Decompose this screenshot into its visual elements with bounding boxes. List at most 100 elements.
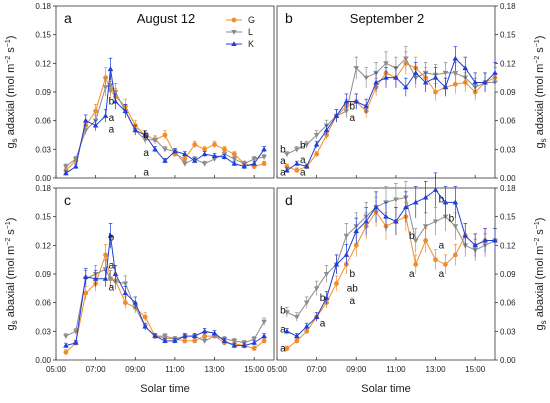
y-tick-label: 0.00 [500, 174, 516, 183]
panel-frame [276, 5, 496, 179]
significance-label: a [109, 124, 115, 135]
data-point [241, 342, 248, 348]
data-point [432, 187, 439, 192]
data-point [403, 204, 409, 210]
significance-label: a [349, 113, 355, 124]
data-point [323, 295, 330, 300]
data-point [102, 85, 109, 91]
legend-marker [231, 41, 237, 46]
data-point [231, 151, 237, 157]
significance-label: ab [347, 283, 359, 294]
data-point [294, 167, 300, 173]
x-axis-title-left: Solar time [140, 383, 190, 395]
significance-label: a [143, 167, 149, 178]
data-point [107, 232, 114, 238]
y-tick-label: 0.12 [500, 241, 516, 250]
data-point [251, 336, 257, 342]
data-point [82, 117, 89, 123]
data-point [73, 340, 79, 345]
data-point [432, 74, 439, 80]
significance-label: a [439, 240, 445, 251]
data-point [211, 153, 218, 159]
data-point [112, 271, 119, 276]
data-point [333, 113, 340, 118]
series-line-K [65, 68, 265, 174]
significance-label: b [109, 97, 115, 108]
data-point [162, 132, 168, 138]
series-line-K [286, 189, 495, 337]
data-point [191, 333, 198, 339]
data-point [353, 98, 360, 104]
significance-label: a [409, 269, 415, 280]
data-point [452, 199, 459, 205]
data-point [172, 338, 178, 343]
data-point [343, 98, 350, 104]
data-point [284, 310, 290, 316]
significance-label: a [300, 167, 306, 178]
data-point [152, 146, 158, 152]
data-point [92, 275, 99, 281]
data-point [462, 232, 469, 238]
data-point [63, 170, 69, 176]
data-point [261, 154, 267, 160]
data-point [343, 109, 350, 114]
data-point [162, 334, 168, 339]
data-point [231, 342, 238, 348]
data-point [182, 338, 188, 344]
data-point [221, 338, 228, 343]
y-tick-label: 0.18 [500, 2, 516, 11]
significance-label: a [280, 324, 286, 335]
data-point [261, 161, 267, 167]
data-point [294, 315, 300, 320]
data-point [132, 299, 139, 305]
data-point [482, 79, 488, 85]
data-point [122, 108, 129, 114]
panel-title: August 12 [137, 11, 196, 26]
panel-letter: d [285, 192, 293, 208]
y-tick-label: 0.15 [35, 213, 51, 222]
significance-label: a [109, 260, 115, 271]
data-point [142, 132, 148, 137]
significance-label: a [280, 167, 286, 178]
data-point [162, 338, 168, 343]
data-point [303, 323, 310, 329]
data-point [412, 238, 419, 244]
data-point [323, 272, 330, 277]
data-point [373, 79, 379, 85]
data-point [221, 154, 228, 159]
data-point [442, 84, 449, 90]
data-point [403, 56, 409, 62]
y-tick-label: 0.12 [500, 59, 516, 68]
legend-label: K [248, 39, 254, 49]
significance-label: b [280, 305, 286, 316]
data-point [432, 219, 439, 225]
data-point [304, 328, 310, 334]
data-point [142, 323, 148, 329]
y-tick-label: 0.03 [35, 145, 51, 154]
data-point [231, 156, 238, 162]
data-point [162, 147, 168, 153]
data-point [433, 89, 438, 95]
data-point [363, 218, 369, 224]
data-point [492, 237, 498, 243]
y-tick-label: 0.06 [35, 117, 51, 126]
data-point [142, 137, 148, 143]
data-point [412, 199, 419, 205]
panel-letter: b [285, 10, 293, 26]
y-tick-label: 0.09 [500, 270, 516, 279]
legend-marker [231, 30, 237, 35]
x-tick-label: 15:00 [465, 365, 486, 374]
data-point [303, 142, 310, 148]
data-point [231, 160, 238, 166]
legend-marker [231, 17, 237, 23]
significance-label: a [320, 319, 326, 330]
data-point [353, 66, 360, 71]
data-point [211, 330, 218, 336]
data-point [284, 346, 290, 351]
panel-letter: a [64, 10, 72, 26]
data-point [92, 122, 99, 128]
data-point [172, 148, 178, 154]
data-point [201, 328, 208, 334]
significance-label: b [439, 194, 445, 205]
